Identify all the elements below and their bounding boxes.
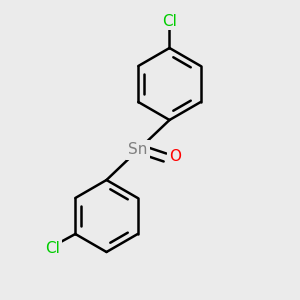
Text: Cl: Cl: [45, 241, 60, 256]
Text: Sn: Sn: [128, 142, 148, 158]
Text: O: O: [169, 149, 181, 164]
Text: Cl: Cl: [162, 14, 177, 28]
